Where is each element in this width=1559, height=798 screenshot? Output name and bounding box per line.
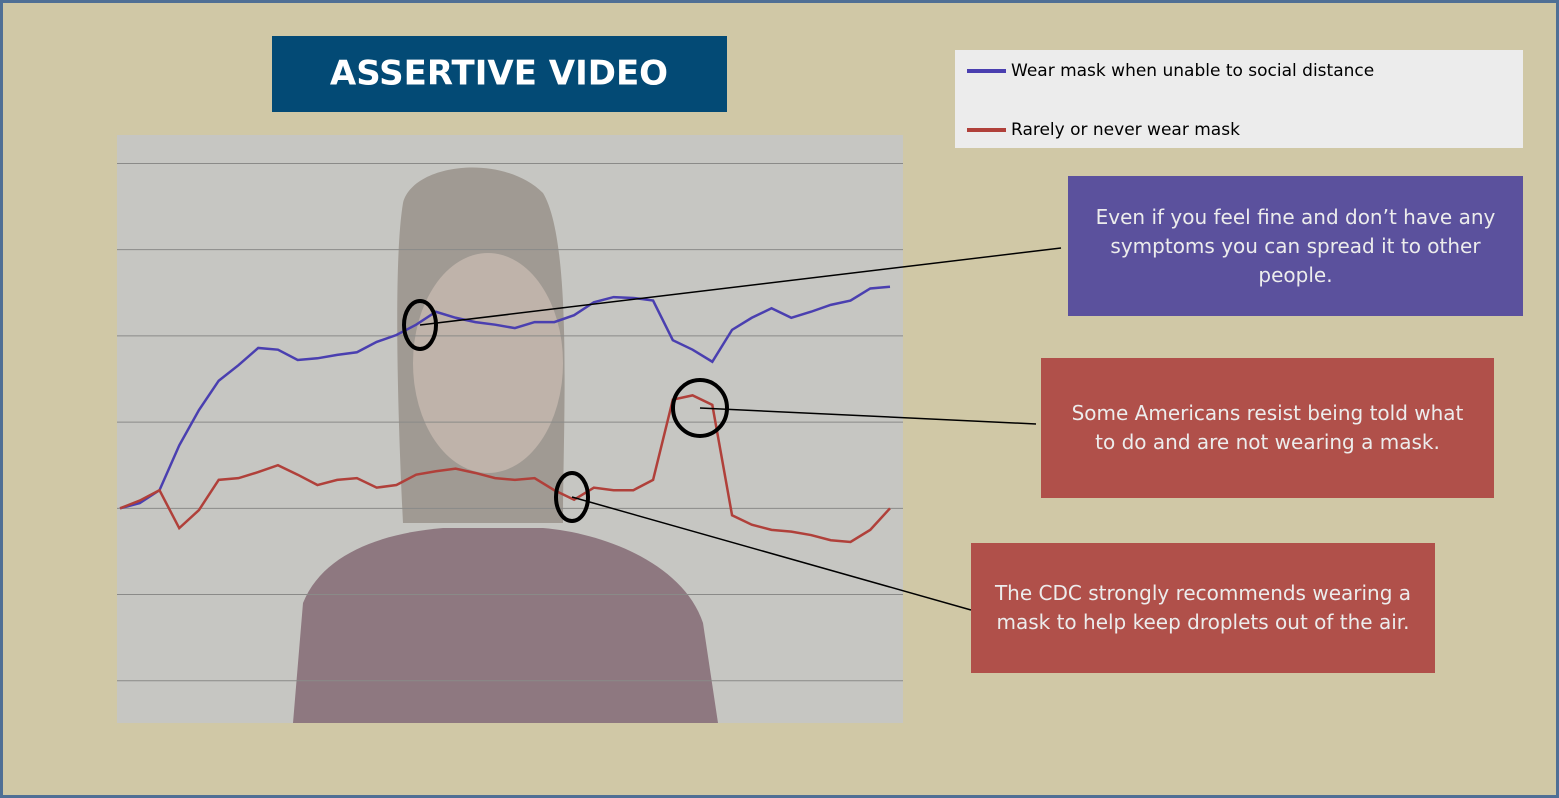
- series-line: [119, 394, 891, 544]
- title-box: [272, 36, 727, 112]
- legend-label: Rarely or never wear mask: [1011, 120, 1240, 140]
- annotation-box: Even if you feel fine and don’t have any…: [1068, 176, 1523, 316]
- annotation-box: Some Americans resist being told what to…: [1041, 358, 1494, 498]
- annotation-box: The CDC strongly recommends wearing a ma…: [971, 543, 1435, 673]
- connector: [699, 407, 1037, 425]
- highlight-circle: [671, 378, 729, 438]
- chart: ASSERTIVE VIDEO Wear mask when unable to…: [117, 36, 1523, 723]
- chart-title: ASSERTIVE VIDEO: [330, 54, 668, 94]
- connector: [571, 496, 972, 611]
- legend: [955, 50, 1523, 148]
- connector: [419, 247, 1062, 326]
- video-frame: [117, 135, 903, 723]
- highlight-circle: [402, 299, 438, 351]
- legend-label: Wear mask when unable to social distance: [1011, 61, 1374, 81]
- highlight-circle: [554, 471, 590, 523]
- series-line: [119, 285, 891, 510]
